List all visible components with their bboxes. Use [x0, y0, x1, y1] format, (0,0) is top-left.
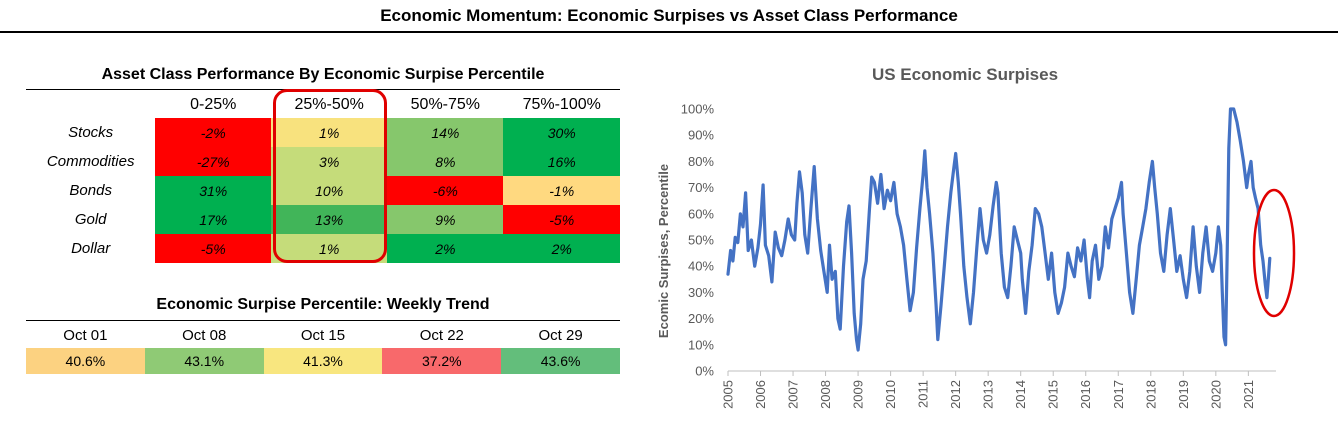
series-line: [726, 107, 1272, 352]
table-row: Gold 17% 13% 9% -5%: [26, 205, 620, 234]
x-tick-label: 2009: [851, 380, 866, 409]
perf-cell: -6%: [387, 176, 504, 205]
row-label: Dollar: [71, 240, 111, 257]
y-tick-label: 60%: [688, 206, 714, 221]
perf-cell: 30%: [503, 118, 620, 147]
y-tick-label: 90%: [688, 128, 714, 143]
y-tick-label: 80%: [688, 154, 714, 169]
week-value: 40.6%: [26, 348, 145, 374]
x-tick-label: 2010: [883, 380, 898, 409]
col-header: 0-25%: [190, 96, 237, 113]
perf-cell: -5%: [503, 205, 620, 234]
perf-cell: 9%: [387, 205, 504, 234]
perf-cell: 2%: [387, 234, 504, 263]
week-value: 41.3%: [263, 348, 383, 374]
x-tick-label: 2013: [981, 380, 996, 409]
x-axis-ticks: 2005 2006 2007 2008 2009 2010 2011 2012 2013 2014…: [721, 371, 1256, 409]
perf-cell: -5%: [155, 234, 272, 263]
table-row: Stocks -2% 1% 14% 30%: [26, 118, 620, 147]
y-tick-label: 0%: [695, 364, 714, 379]
perf-cell: 16%: [503, 147, 620, 176]
perf-cell: 2%: [503, 234, 620, 263]
title-rule: [0, 31, 1338, 33]
week-header: Oct 29: [538, 327, 583, 344]
y-tick-label: 30%: [688, 285, 714, 300]
x-tick-label: 2020: [1208, 380, 1223, 409]
page-title: Economic Momentum: Economic Surpises vs …: [380, 6, 958, 25]
week-header: Oct 15: [300, 327, 346, 344]
perf-cell: 13%: [271, 205, 388, 234]
week-value: 43.1%: [144, 348, 264, 374]
y-tick-label: 40%: [688, 259, 714, 274]
perf-cell: 10%: [271, 176, 388, 205]
table-row: Commodities -27% 3% 8% 16%: [26, 147, 620, 176]
y-tick-label: 100%: [681, 102, 715, 117]
x-tick-label: 2008: [818, 380, 833, 409]
weekly-trend-title: Economic Surpise Percentile: Weekly Tren…: [156, 296, 490, 313]
week-header: Oct 22: [419, 327, 464, 344]
x-tick-label: 2012: [948, 380, 963, 409]
row-label: Commodities: [46, 153, 135, 170]
row-label: Bonds: [69, 182, 112, 199]
perf-cell: -27%: [155, 147, 272, 176]
week-value: 43.6%: [501, 348, 620, 374]
week-header: Oct 08: [182, 327, 227, 344]
perf-cell: 17%: [155, 205, 272, 234]
chart-y-axis-label: Ecomic Surpises, Percentile: [656, 164, 671, 338]
weekly-trend-rule: [26, 320, 620, 321]
x-tick-label: 2017: [1111, 380, 1126, 409]
x-tick-label: 2005: [721, 380, 736, 409]
col-header: 75%-100%: [522, 96, 601, 113]
perf-cell: 3%: [271, 147, 388, 176]
perf-cell: 1%: [271, 234, 388, 263]
highlight-column-outline: [273, 89, 387, 263]
table-row: Bonds 31% 10% -6% -1%: [26, 176, 620, 205]
perf-cell: 8%: [387, 147, 504, 176]
x-tick-label: 2006: [753, 380, 768, 409]
y-tick-label: 50%: [688, 233, 714, 248]
x-tick-label: 2021: [1241, 380, 1256, 409]
x-tick-label: 2019: [1176, 380, 1191, 409]
col-header: 25%-50%: [294, 96, 364, 113]
perf-cell: -1%: [503, 176, 620, 205]
col-header: 50%-75%: [410, 96, 481, 113]
x-tick-label: 2016: [1078, 380, 1093, 409]
chart-title: US Economic Surpises: [872, 65, 1058, 84]
annotation-ellipse: [1252, 188, 1296, 318]
weekly-trend-table: Oct 01 Oct 08 Oct 15 Oct 22 Oct 29 40.6%…: [26, 323, 620, 374]
perf-table: 0-25% 25%-50% 50%-75% 75%-100% Stocks -2…: [26, 92, 620, 263]
y-tick-label: 70%: [688, 180, 714, 195]
week-header: Oct 01: [63, 327, 108, 344]
perf-cell: 1%: [271, 118, 388, 147]
x-tick-label: 2014: [1013, 380, 1028, 409]
x-tick-label: 2011: [916, 380, 931, 408]
table-row: Dollar -5% 1% 2% 2%: [26, 234, 620, 263]
x-tick-label: 2007: [786, 380, 801, 409]
week-value: 37.2%: [382, 348, 502, 374]
perf-cell: 31%: [155, 176, 272, 205]
perf-table-title: Asset Class Performance By Economic Surp…: [101, 66, 545, 83]
x-tick-label: 2018: [1143, 380, 1158, 409]
perf-cell: -2%: [155, 118, 272, 147]
y-tick-label: 20%: [688, 311, 714, 326]
x-tick-label: 2015: [1046, 380, 1061, 409]
row-label: Gold: [74, 211, 107, 228]
y-tick-label: 10%: [688, 337, 714, 352]
perf-cell: 14%: [387, 118, 504, 147]
y-axis-ticks: 0% 10% 20% 30% 40% 50% 60% 70% 80% 90% 100%: [681, 102, 715, 379]
row-label: Stocks: [68, 124, 114, 141]
